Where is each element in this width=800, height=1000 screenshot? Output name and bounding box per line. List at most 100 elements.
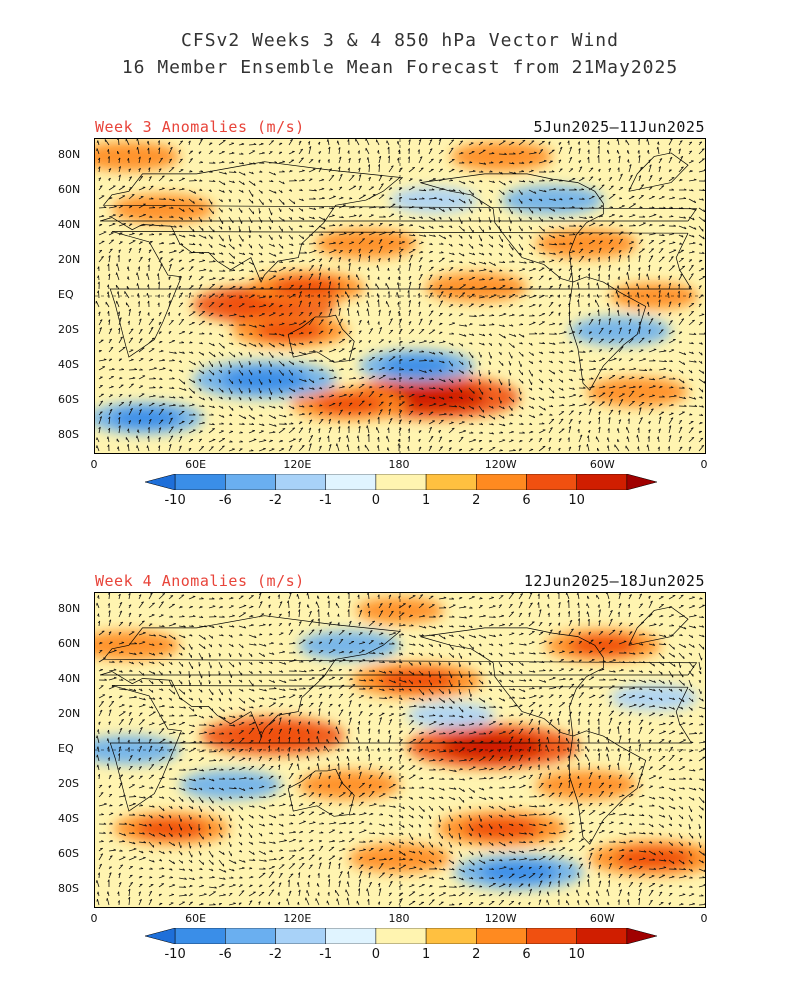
wind-arrow-head xyxy=(230,634,233,638)
wind-arrow-head xyxy=(280,260,283,263)
wind-arrow-head xyxy=(424,370,427,373)
wind-arrow xyxy=(518,314,525,317)
wind-arrow-head xyxy=(212,625,215,629)
wind-arrow-head xyxy=(149,176,152,179)
wind-arrow-head xyxy=(700,413,704,416)
wind-arrow xyxy=(568,257,573,263)
wind-arrow-head xyxy=(127,149,130,153)
wind-arrow xyxy=(458,634,465,639)
wind-arrow-head xyxy=(381,385,384,387)
wind-arrow xyxy=(168,188,176,191)
wind-arrow xyxy=(568,178,576,182)
wind-arrow xyxy=(238,605,247,609)
wind-arrow-head xyxy=(659,177,662,179)
wind-arrow xyxy=(428,168,434,173)
wind-arrow xyxy=(428,403,437,407)
wind-arrow-head xyxy=(304,352,307,355)
wind-arrow xyxy=(168,300,171,308)
wind-arrow xyxy=(508,603,513,609)
wind-arrow xyxy=(468,225,474,233)
wind-arrow-head xyxy=(168,285,172,288)
wind-arrow-head xyxy=(400,223,404,226)
wind-arrow xyxy=(618,155,621,164)
wind-arrow-head xyxy=(451,343,454,346)
wind-arrow xyxy=(208,180,216,182)
wind-arrow-head xyxy=(543,159,547,162)
wind-arrow-head xyxy=(562,217,565,220)
colorbar-label: 10 xyxy=(568,493,585,508)
wind-arrow-head xyxy=(212,260,216,262)
wind-arrow xyxy=(608,265,611,272)
wind-arrow xyxy=(688,615,697,618)
wind-arrow-head xyxy=(311,396,314,400)
wind-arrow-head xyxy=(451,597,455,600)
wind-arrow-head xyxy=(627,255,630,258)
wind-arrow-head xyxy=(378,309,381,313)
wind-arrow-head xyxy=(693,208,697,211)
wind-arrow-head xyxy=(251,171,254,175)
wind-arrow-head xyxy=(116,263,118,267)
wind-arrow-head xyxy=(337,420,340,423)
wind-arrow-head xyxy=(162,358,166,361)
wind-arrow xyxy=(498,140,506,146)
wind-arrow-head xyxy=(633,367,637,370)
wind-arrow-head xyxy=(201,597,204,600)
wind-arrow xyxy=(688,160,694,164)
wind-arrow xyxy=(607,282,610,290)
wind-arrow-head xyxy=(647,436,650,439)
wind-arrow-head xyxy=(397,149,401,152)
wind-arrow xyxy=(328,174,335,182)
wind-arrow xyxy=(108,319,111,326)
wind-arrow xyxy=(498,414,505,419)
wind-arrow-head xyxy=(107,603,110,606)
wind-arrow xyxy=(408,436,410,443)
wind-arrow-head xyxy=(619,327,622,330)
wind-arrow-head xyxy=(629,246,633,249)
wind-arrow-head xyxy=(369,629,373,632)
wind-arrow-head xyxy=(450,179,453,181)
wind-arrow-head xyxy=(233,256,236,259)
lon-tick-label: 180 xyxy=(388,458,410,471)
wind-arrow-head xyxy=(283,363,285,367)
wind-arrow xyxy=(628,264,631,272)
wind-arrow xyxy=(418,189,426,192)
wind-arrow-head xyxy=(554,243,558,246)
wind-arrow-head xyxy=(511,430,514,433)
wind-arrow xyxy=(698,625,704,628)
wind-arrow-head xyxy=(141,601,144,604)
wind-arrow xyxy=(288,629,294,636)
wind-arrow-head xyxy=(163,197,166,200)
wind-arrow-head xyxy=(553,209,556,212)
wind-arrow xyxy=(468,243,474,249)
wind-arrow-head xyxy=(278,286,282,288)
wind-arrow-head xyxy=(298,609,301,612)
anomaly-feature xyxy=(298,770,401,800)
wind-arrow xyxy=(198,139,203,146)
wind-arrow-head xyxy=(180,302,183,305)
wind-arrow-head xyxy=(201,332,205,335)
wind-arrow-head xyxy=(311,369,314,372)
wind-arrow-head xyxy=(351,175,355,177)
wind-arrow xyxy=(208,625,215,629)
wind-arrow xyxy=(188,292,192,299)
wind-arrow-head xyxy=(188,447,192,450)
wind-arrow xyxy=(118,223,126,227)
wind-arrow xyxy=(248,144,257,146)
wind-arrow-head xyxy=(287,610,290,614)
wind-arrow xyxy=(498,207,502,214)
wind-arrow-head xyxy=(548,446,551,450)
wind-arrow-head xyxy=(242,422,245,425)
wind-arrow xyxy=(498,439,506,443)
wind-arrow xyxy=(278,267,286,272)
wind-arrow-head xyxy=(598,168,601,171)
wind-arrow xyxy=(178,319,185,326)
wind-arrow-head xyxy=(511,313,515,316)
wind-arrow-head xyxy=(291,259,295,262)
wind-arrow xyxy=(328,308,333,317)
wind-arrow-head xyxy=(212,277,216,279)
wind-arrow-head xyxy=(244,416,247,419)
wind-arrow xyxy=(478,149,486,155)
wind-arrow xyxy=(618,376,625,380)
wind-arrow-head xyxy=(553,342,556,345)
wind-arrow xyxy=(96,602,100,609)
